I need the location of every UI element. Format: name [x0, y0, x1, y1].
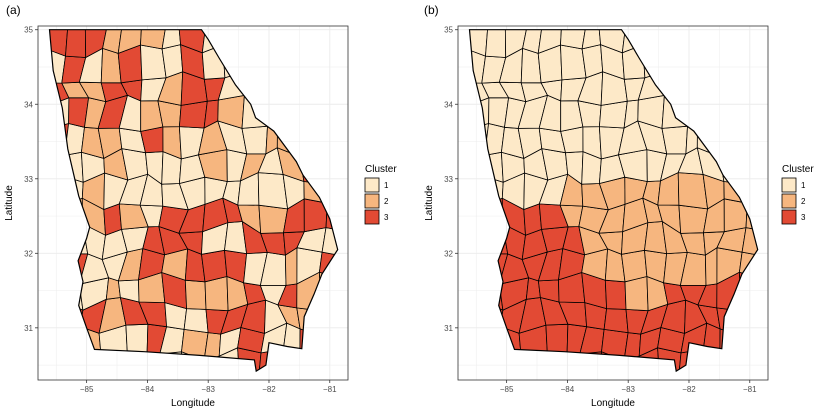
legend-title-b: Cluster — [782, 164, 814, 175]
x-tick-label: −81 — [323, 385, 337, 394]
county-cluster-1 — [241, 125, 268, 155]
y-tick-label: 35 — [24, 26, 33, 35]
ticks-a: −85 −84 −83 −82 −81 31 32 33 34 35 — [24, 26, 337, 394]
county-cluster-2 — [117, 29, 142, 55]
legend-b: Cluster 1 2 3 — [781, 164, 814, 225]
x-tick-label: −84 — [141, 385, 155, 394]
county-cluster-1 — [598, 29, 627, 54]
legend-label-3: 3 — [801, 213, 806, 222]
x-tick-label: −85 — [80, 385, 94, 394]
y-tick-label: 32 — [24, 249, 33, 258]
y-axis-title-b: Latitude — [424, 185, 435, 221]
ticks-b: −85 −84 −83 −82 −81 31 32 33 34 35 — [444, 26, 757, 394]
panel-label-a: (a) — [6, 3, 21, 17]
y-tick-label: 34 — [444, 100, 453, 109]
county-cluster-1 — [161, 29, 182, 50]
county-cluster-1 — [504, 29, 528, 59]
y-tick-label: 35 — [444, 26, 453, 35]
panel-label-b: (b) — [424, 3, 439, 17]
legend-label-1: 1 — [801, 181, 806, 190]
county-cluster-2 — [184, 279, 207, 310]
county-cluster-3 — [65, 29, 87, 58]
county-cluster-1 — [661, 125, 688, 155]
county-cluster-2 — [204, 275, 229, 312]
county-cluster-3 — [603, 308, 629, 334]
legend-swatch-2 — [364, 193, 380, 209]
county-cluster-3 — [178, 29, 207, 54]
county-cluster-1 — [581, 29, 602, 50]
x-tick-label: −81 — [743, 385, 757, 394]
county-cluster-1 — [183, 308, 209, 334]
legend-label-1: 1 — [384, 181, 389, 190]
panel-frame-a — [37, 25, 349, 381]
state-outline — [468, 29, 759, 373]
x-axis-title-b: Longitude — [591, 398, 635, 409]
county-cluster-3 — [201, 249, 228, 283]
x-tick-label: −85 — [500, 385, 514, 394]
legend-swatch-1 — [364, 177, 380, 193]
county-cluster-2 — [624, 275, 649, 312]
county-cluster-3 — [84, 29, 108, 59]
county-cluster-1 — [537, 29, 562, 55]
y-tick-label: 33 — [444, 175, 453, 184]
x-tick-label: −83 — [201, 385, 215, 394]
legend-swatch-3 — [364, 209, 380, 225]
county-cluster-1 — [560, 29, 587, 50]
y-tick-label: 31 — [24, 324, 33, 333]
county-cluster-2 — [621, 249, 648, 283]
x-tick-label: −84 — [561, 385, 575, 394]
x-tick-label: −82 — [262, 385, 276, 394]
county-cluster-2 — [678, 204, 709, 234]
legend-swatch-2 — [781, 193, 797, 209]
state-outline — [48, 29, 339, 373]
y-tick-label: 33 — [24, 175, 33, 184]
county-cluster-2 — [102, 29, 123, 54]
legend-title-a: Cluster — [365, 164, 397, 175]
legend-a: Cluster 1 2 3 — [364, 164, 397, 225]
y-tick-label: 31 — [444, 324, 453, 333]
county-cluster-1 — [161, 44, 184, 79]
legend-label-2: 2 — [801, 197, 806, 206]
panel-frame-b — [457, 25, 769, 381]
legend-swatch-3 — [781, 209, 797, 225]
y-axis-title-a: Latitude — [4, 185, 15, 221]
legend-label-3: 3 — [384, 213, 389, 222]
county-cluster-1 — [522, 29, 543, 54]
y-tick-label: 34 — [24, 100, 33, 109]
county-cluster-2 — [258, 204, 289, 234]
county-cluster-2 — [140, 29, 167, 50]
x-tick-label: −83 — [621, 385, 635, 394]
y-tick-label: 32 — [444, 249, 453, 258]
county-cluster-1 — [581, 44, 604, 79]
county-cluster-1 — [485, 29, 507, 58]
legend-swatch-1 — [781, 177, 797, 193]
county-cluster-3 — [604, 279, 627, 310]
x-axis-title-a: Longitude — [171, 398, 215, 409]
x-tick-label: −82 — [682, 385, 696, 394]
legend-label-2: 2 — [384, 197, 389, 206]
